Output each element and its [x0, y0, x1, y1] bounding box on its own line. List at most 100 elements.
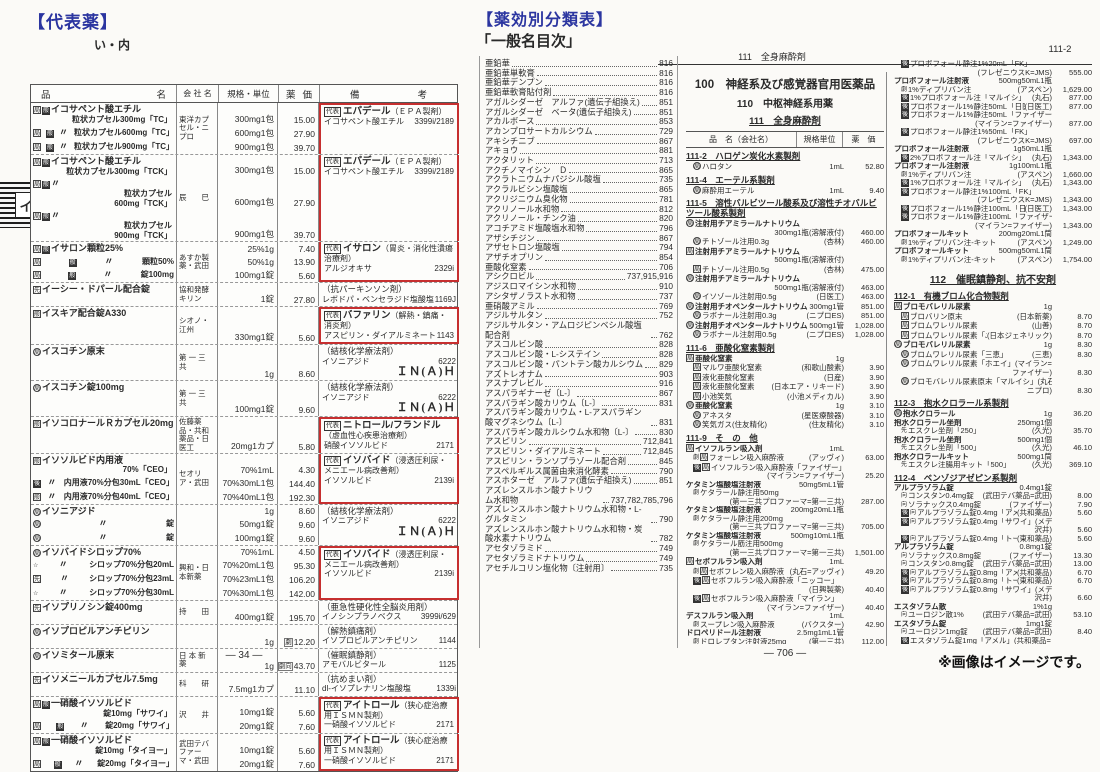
price-line-name: 局液化亜酸化窒素: [693, 372, 755, 382]
col-header-company: 会 社 名: [176, 85, 218, 102]
rep-drug-table: 品 名 会 社 名 規格・単位 薬 価 備 考 局般イコサペント酸エチル 粒状カプ…: [30, 84, 459, 772]
price-line-spec: 500mg1瓶(溶解液付): [774, 255, 844, 264]
price-table-header: 品 名（会社名） 規格単位薬 価: [686, 131, 884, 148]
index-entry-name: アカンプロサートカルシウム: [485, 125, 593, 136]
col-header-price-1: 薬: [286, 89, 296, 101]
drug-name-line: 局 般 〃 錠20mg「タイヨー」: [33, 758, 174, 769]
price-line: 局注射用チアミラールナトリウム: [686, 246, 884, 257]
price-line-price: 1,660.00: [1062, 169, 1092, 179]
drug-name-line: 局般一硝酸イソソルビド: [33, 735, 174, 746]
rep-category: （ＥＰＡ製剤）: [390, 107, 447, 116]
remark-generic-line: イコサペント酸エチル 3399i/2189: [324, 167, 454, 177]
price-line-spec: (アスペン): [1017, 237, 1052, 247]
spec-cell: 100mg1錠: [218, 381, 278, 416]
marker-向: 向: [901, 501, 908, 508]
price-line-spec: 1mL: [829, 185, 844, 195]
classification-code: 3999i/629: [420, 612, 456, 621]
drug-form: 粒状カプセル900mg「TC」: [73, 141, 174, 151]
index-entry-name: アスピリン・ダイアルミネート: [485, 446, 602, 457]
dot-leader: [641, 104, 658, 106]
index-entry-name: アスペルギルス属菌由来消化酵素: [485, 465, 609, 476]
price-line-spec: (ファイザー): [1009, 499, 1053, 509]
index-entry-page: 816: [659, 87, 673, 98]
price-line: 局マルワ亜酸化窒素 (和歌山酸素) 3.90: [686, 363, 884, 373]
spec-cell: 1g: [218, 624, 278, 648]
index-entry-name: アシクロビル: [485, 271, 535, 282]
classification-code: 1169J: [434, 294, 456, 304]
subsection-heading: 112-3 抱水クロラール系製剤: [894, 398, 1009, 408]
drug-name-cell: 局般〃粒状カプセル900mg「TC」: [31, 140, 176, 154]
rep-category: （浸透圧利尿・メニエール病改善剤）: [324, 456, 447, 475]
classification-right-column: 後プロポフォール静注1%20mL「FK」 (フレゼニウスK=JMS) 555.00 プ…: [894, 60, 1092, 644]
price-line-name: 後局イソフルラン吸入麻酔液「ファイザー」: [693, 462, 844, 472]
price-line: 局セボフルラン吸入剤 1mL: [686, 557, 884, 567]
drug-form: 内用液70%分包40mL「CEO」: [63, 491, 174, 501]
marker-局: 局: [686, 443, 694, 452]
dot-leader: [569, 191, 658, 193]
marker-般: 般: [33, 420, 41, 428]
rep-drug-name: バファリン: [343, 310, 391, 321]
price-line-price: 3.90: [869, 382, 884, 391]
generic-name: イノシンプラノベクス: [322, 612, 402, 621]
price-line-price: 6.70: [1077, 576, 1092, 585]
index-entry-page: 816: [659, 58, 673, 68]
kana-section-label: い・内: [94, 38, 131, 52]
marker-局: 局: [686, 353, 694, 362]
price-line-spec: (杏林): [824, 237, 844, 246]
remark-cell: 代表 バファリン（解熱・鎮痛・消炎剤） アスピリン・ダイアルミネート 1143: [319, 307, 459, 344]
subsection-heading: 111-6 亜酸化窒素製剤: [686, 342, 775, 353]
left-page-title: 【代表薬】: [28, 13, 118, 32]
drug-name: 〃: [60, 572, 70, 583]
dot-leader: [633, 114, 658, 116]
marker-局: 局: [693, 330, 701, 338]
marker-局: 局: [693, 420, 701, 428]
price-line-name: 局液化亜酸化窒素: [693, 382, 755, 391]
dot-leader: [536, 75, 658, 77]
price-table-header-cell: 品 名（会社名）: [709, 135, 773, 144]
dot-leader: [610, 473, 658, 475]
marker-後: 後: [901, 534, 909, 543]
price-line-spec: 500mg10mL1瓶: [790, 530, 844, 540]
price-line-price: 460.00: [861, 227, 884, 237]
generic-name: アモバルビタール: [322, 660, 386, 669]
index-entry-page: 881: [659, 145, 673, 156]
price-line-price: 5.60: [1077, 508, 1092, 517]
price-line: 劇ドロレプタン注射液25mg (第一三共) 112.00: [686, 636, 884, 644]
price-line-price: 705.00: [861, 522, 884, 531]
spec-cell: 900mg1包: [218, 209, 278, 241]
price-line-name: 先エスクレ坐剤「250」: [901, 427, 981, 435]
spec-cell: 70%30mL1包: [218, 475, 278, 490]
drug-group: 局般一硝酸イソソルビド 錠10mg「サワイ」 10mg1錠 5.60 局般〃錠20mg「…: [31, 695, 459, 733]
marker-局: 局: [693, 410, 701, 419]
price-line-price: 112.00: [861, 636, 884, 644]
marker-劇: 劇: [693, 515, 700, 522]
drug-name-cell: 先イーシー・ドパール配合錠: [31, 283, 176, 306]
drug-name: イサロン顆粒25%: [51, 243, 124, 253]
price-line-name: 後局セボフルラン吸入麻酔液「マイラン」: [693, 594, 839, 603]
index-entry-page: 831: [659, 417, 673, 428]
price-line-price: 8.00: [1077, 491, 1092, 500]
table-body: 局般イコサペント酸エチル 粒状カプセル300mg「TC」 300mg1包 15.00 局…: [31, 103, 459, 771]
price-line-spec: (アスペン): [1017, 84, 1052, 94]
price-line: 劇1%ディプリバン注-キット (アスペン) 1,754.00: [894, 255, 1092, 265]
spec-cell: 400mg1錠: [218, 600, 278, 624]
index-entry: アコチアミド塩酸塩水和物 796: [485, 223, 673, 234]
price-line: 抱水クロラール坐剤 500mg1個: [894, 435, 1092, 445]
drug-name: 〃: [51, 210, 61, 220]
price-line-spec: 1g: [1043, 302, 1052, 311]
drug-name: イスキア配合錠A330: [42, 308, 127, 318]
remark-cell: 代表 ニトロール/フランドル（虚血性心疾患治療剤） 硝酸イソソルビド 2171: [319, 417, 459, 453]
price-line: 局アネスタ (星医療酸器) 3.10: [686, 410, 884, 421]
index-entry-page: 865: [659, 164, 673, 175]
index-entry: アシタザノラスト水和物 737: [485, 291, 673, 302]
drug-name-cell: 局イスコチン原末: [31, 345, 176, 380]
section-heading: 112 催眠鎮静剤、抗不安剤: [929, 275, 1057, 286]
drug-name: イスコチン原末: [42, 346, 105, 356]
price-flag: 劇向: [277, 661, 293, 671]
price-line-name: 局チトゾール注用0.3g: [693, 237, 770, 246]
price-line-price: 3.90: [869, 372, 884, 382]
price-cell: 9.60: [278, 381, 319, 416]
